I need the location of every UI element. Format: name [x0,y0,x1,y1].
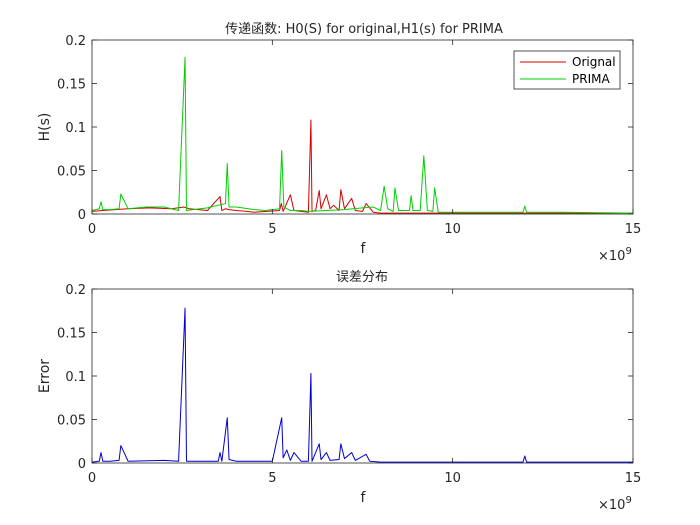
top-y-tick-label: 0.05 [57,165,86,180]
bottom-x-exponent: ×109 [598,495,632,513]
top-series-line-prima [91,56,634,214]
top-x-tick-label: 10 [444,222,461,237]
top-x-exponent: ×109 [598,246,632,264]
top-x-axis-label: f [361,241,367,257]
top-series-layer [91,56,634,214]
bottom-y-tick-label: 0.05 [57,414,86,429]
bottom-ticks-layer: 0 5 10 15 0 0.05 0.1 0.15 0.2 [57,283,641,486]
legend-box [513,50,621,90]
bottom-y-tick-label: 0.2 [65,283,86,298]
top-y-tick-label: 0.1 [65,121,86,136]
bottom-x-tick-label: 15 [625,471,642,486]
bottom-axes: 误差分布 0 5 10 15 0 0.05 0.1 0.15 0.2 f Error ×109 [37,270,641,513]
bottom-plot-frame [91,288,634,464]
top-x-exponent-base: ×10 [598,249,625,264]
bottom-x-tick-label: 10 [444,471,461,486]
top-x-tick-label: 5 [268,222,276,237]
bottom-y-axis-label: Error [37,359,53,393]
top-x-tick-label: 0 [88,222,96,237]
bottom-title: 误差分布 [336,270,388,285]
bottom-y-tick-label: 0 [78,457,86,472]
top-y-axis-label: H(s) [37,113,53,142]
bottom-x-tick-label: 5 [268,471,276,486]
top-ticks-layer: 0 5 10 15 0 0.05 0.1 0.15 0.2 [57,34,641,237]
top-title: 传递函数: H0(S) for original,H1(s) for PRIMA [225,22,503,37]
top-x-tick-label: 15 [625,222,642,237]
bottom-y-tick-label: 0.1 [65,370,86,385]
bottom-x-exponent-power: 9 [625,495,631,506]
bottom-series-layer [91,307,633,463]
top-axes: 传递函数: H0(S) for original,H1(s) for PRIMA… [37,22,641,264]
bottom-x-exponent-base: ×10 [598,498,625,513]
top-legend: Orignal PRIMA [513,50,621,90]
top-x-exponent-power: 9 [625,246,631,257]
top-y-tick-label: 0.2 [65,34,86,49]
legend-label-orignal: Orignal [572,55,616,69]
bottom-y-tick-label: 0.15 [57,327,86,342]
top-y-tick-label: 0.15 [57,78,86,93]
top-y-tick-label: 0 [78,208,86,223]
bottom-x-tick-label: 0 [88,471,96,486]
legend-label-prima: PRIMA [572,72,610,86]
top-series-line-orignal [91,119,633,214]
bottom-x-axis-label: f [361,490,367,506]
bottom-series-line-series-0 [91,307,633,463]
